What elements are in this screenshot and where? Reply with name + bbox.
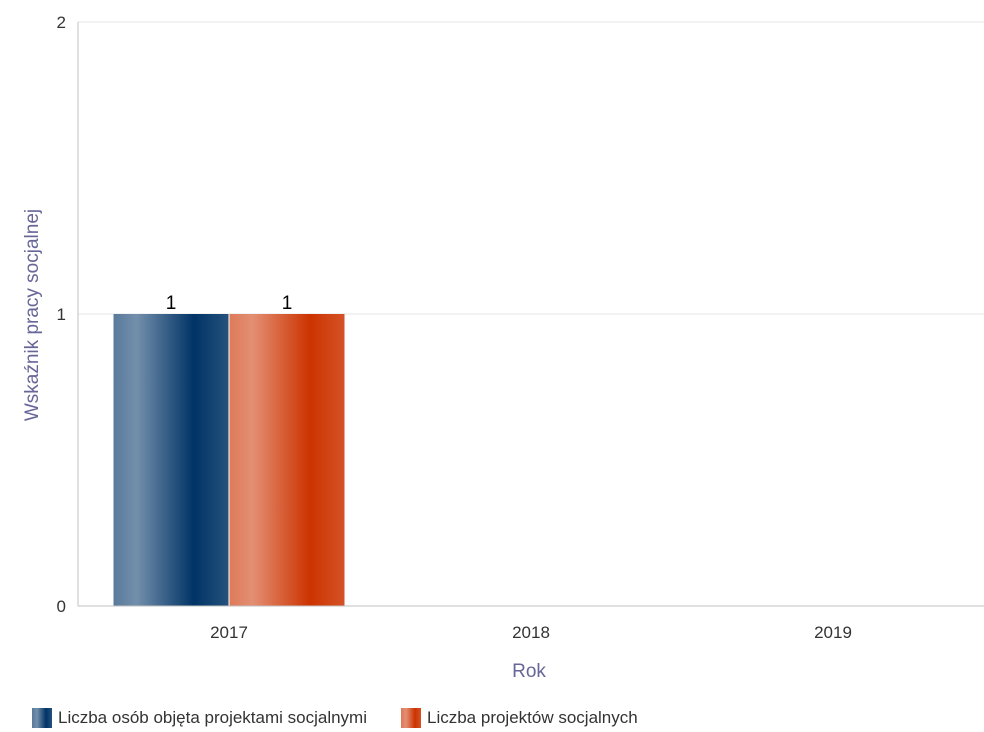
x-axis-title: Rok [512, 661, 546, 682]
legend-label-series-2: Liczba projektów socjalnych [427, 708, 638, 727]
legend-swatch-series-1 [32, 708, 52, 728]
legend-label-series-1: Liczba osób objęta projektami socjalnymi [58, 708, 367, 727]
bar-series-2-2017[interactable] [229, 314, 345, 606]
grid-lines [78, 21, 984, 315]
x-tick-label: 2018 [512, 623, 550, 642]
legend-item-series-2[interactable]: Liczba projektów socjalnych [401, 708, 638, 728]
y-axis-title: Wskaźnik pracy socjalnej [22, 209, 43, 421]
x-tick-label: 2017 [210, 623, 248, 642]
legend: Liczba osób objęta projektami socjalnymi… [32, 706, 672, 730]
legend-item-series-1[interactable]: Liczba osób objęta projektami socjalnymi [32, 708, 367, 728]
data-label: 1 [282, 293, 293, 314]
bar-series-1-2017[interactable] [113, 314, 229, 606]
axes: 0 1 2 2017 2018 2019 [57, 13, 984, 642]
y-tick-label: 2 [57, 13, 66, 32]
y-tick-label: 0 [57, 597, 66, 616]
x-tick-label: 2019 [814, 623, 852, 642]
data-label: 1 [166, 293, 177, 314]
legend-swatch-series-2 [401, 708, 421, 728]
y-tick-label: 1 [57, 305, 66, 324]
bars [113, 314, 345, 606]
